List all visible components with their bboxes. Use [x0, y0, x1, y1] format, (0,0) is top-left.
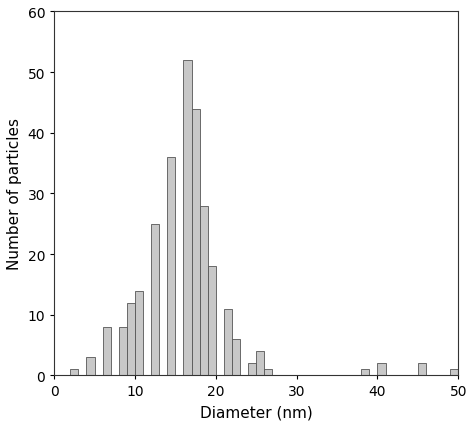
Bar: [183, 61, 191, 376]
Bar: [103, 327, 111, 376]
Bar: [127, 303, 135, 376]
Bar: [248, 363, 256, 376]
Bar: [224, 309, 232, 376]
Bar: [135, 291, 143, 376]
Bar: [264, 369, 273, 376]
Bar: [200, 206, 208, 376]
Bar: [232, 339, 240, 376]
Bar: [377, 363, 385, 376]
Bar: [361, 369, 369, 376]
Bar: [191, 109, 200, 376]
Bar: [167, 158, 175, 376]
Y-axis label: Number of particles: Number of particles: [7, 118, 22, 270]
Bar: [418, 363, 426, 376]
Bar: [86, 357, 95, 376]
Bar: [256, 351, 264, 376]
X-axis label: Diameter (nm): Diameter (nm): [200, 404, 313, 419]
Bar: [70, 369, 78, 376]
Bar: [151, 224, 159, 376]
Bar: [208, 267, 216, 376]
Bar: [119, 327, 127, 376]
Bar: [450, 369, 458, 376]
